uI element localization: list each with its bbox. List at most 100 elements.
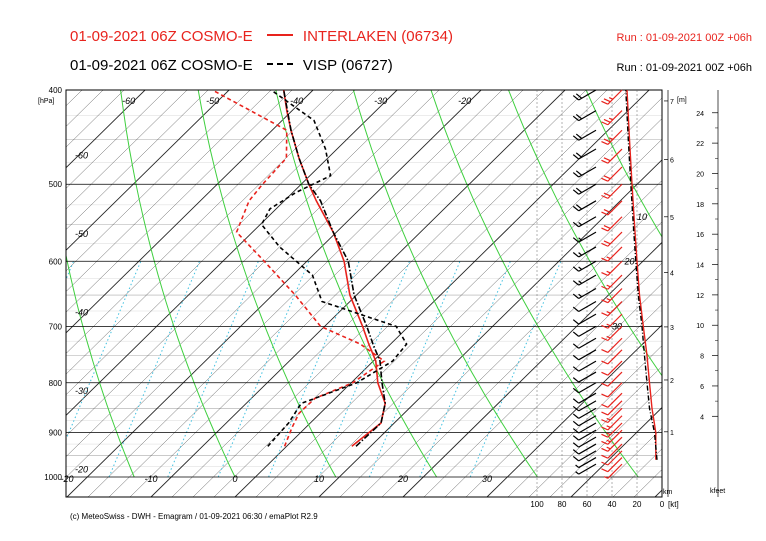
- pressure-tick-label: 700: [49, 322, 63, 331]
- visp-wind-barb-feather: [572, 366, 580, 372]
- visp-wind-barb-shaft: [578, 436, 597, 448]
- isotherm-label: -20: [458, 96, 471, 106]
- visp-wind-barb-shaft: [578, 382, 597, 394]
- plot-frame: [65, 89, 663, 498]
- isotherm-line: [66, 90, 293, 313]
- visp-wind-barb-feather: [572, 237, 580, 243]
- isotherm-line: [381, 221, 662, 497]
- interlaken-wind-barb-shaft: [607, 337, 623, 353]
- interlaken-wind-barb: [601, 183, 623, 199]
- interlaken-wind-barb-feather: [601, 371, 609, 376]
- isotherm-line: [276, 118, 662, 497]
- height-kfeet-tick-label: 6: [700, 384, 704, 391]
- visp-wind-barb-feather: [572, 420, 580, 427]
- interlaken-wind-barb-feather: [603, 224, 611, 229]
- interlaken-wind-barb-half-feather: [606, 432, 611, 436]
- footer-credit: (c) MeteoSwiss - DWH - Emagram / 01-09-2…: [70, 512, 318, 521]
- interlaken-wind-barb-feather: [601, 242, 609, 247]
- height-m-tick-label: 2: [670, 378, 674, 385]
- isotherm-line: [108, 90, 524, 497]
- height-kfeet-axis-unit: kfeet: [710, 488, 725, 495]
- visp-wind-barb-shaft: [578, 457, 597, 469]
- isotherm-line: [66, 90, 419, 437]
- visp-wind-barb-feather: [572, 449, 580, 455]
- interlaken-wind-barb-half-feather: [608, 97, 614, 100]
- interlaken-wind-barb: [601, 231, 623, 247]
- interlaken-wind-barb: [601, 148, 623, 164]
- height-kfeet-tick-label: 22: [696, 141, 704, 148]
- visp-wind-barb-feather: [572, 428, 580, 434]
- height-kfeet-tick-label: 4: [700, 414, 704, 421]
- visp-wind-barb-feather: [572, 343, 580, 349]
- isotherm-line: [423, 262, 662, 497]
- interlaken-wind-barb-half-feather: [606, 439, 611, 443]
- isotherm-line: [66, 90, 314, 334]
- visp-wind-barb-feather: [572, 280, 580, 286]
- isotherm-line: [66, 90, 356, 375]
- isotherm-line: [507, 345, 662, 497]
- wind-speed-label: 20: [624, 256, 635, 266]
- visp-wind-barb: [572, 360, 597, 372]
- visp-wind-barb: [575, 457, 597, 469]
- interlaken-wind-barb-shaft: [607, 360, 623, 376]
- visp-wind-barb-feather: [572, 293, 580, 299]
- title-visp-station: VISP (06727): [302, 57, 393, 74]
- pressure-tick-label: 600: [49, 257, 63, 266]
- visp-wind-barb-half-feather: [578, 266, 583, 270]
- visp-wind-barb: [572, 337, 597, 349]
- isotherm-label: -30: [75, 386, 88, 396]
- visp-wind-barb: [572, 429, 597, 441]
- visp-wind-barb-shaft: [578, 337, 597, 349]
- visp-wind-barb-shaft: [578, 450, 597, 462]
- interlaken-wind-barb: [601, 325, 623, 342]
- title-interlaken-station: INTERLAKEN (06734): [302, 28, 453, 45]
- visp-wind-barb-half-feather: [575, 471, 580, 475]
- height-m-axis-unit: [m]: [677, 97, 687, 104]
- visp-wind-barb-shaft: [578, 422, 597, 434]
- isotherm-line: [570, 406, 662, 497]
- height-kfeet-tick-label: 8: [700, 354, 704, 361]
- visp-wind-barb: [572, 166, 597, 178]
- visp-wind-barb-half-feather: [578, 280, 583, 284]
- isotherm-label: -20: [75, 465, 88, 475]
- isotherm-line: [528, 365, 662, 497]
- interlaken-wind-barb-feather: [601, 454, 609, 459]
- interlaken-wind-barb-feather: [601, 299, 609, 304]
- interlaken-wind-barb: [601, 400, 623, 416]
- height-kfeet-tick-label: 16: [696, 232, 704, 239]
- visp-wind-barb: [572, 349, 597, 361]
- isotherm-line: [66, 90, 230, 251]
- interlaken-wind-barb: [601, 166, 623, 182]
- visp-wind-barb-feather: [572, 398, 580, 404]
- isotherm-line: [66, 90, 167, 189]
- interlaken-wind-barb-feather: [601, 426, 609, 431]
- visp-wind-barb-shaft: [578, 429, 597, 441]
- isotherm-line: [66, 90, 146, 169]
- temperature-tick-label: 20: [397, 474, 408, 484]
- interlaken-wind-barb-feather: [601, 468, 609, 473]
- interlaken-wind-barb: [601, 246, 623, 262]
- visp-wind-barb: [572, 436, 597, 448]
- visp-wind-barb-feather: [575, 152, 583, 158]
- interlaken-wind-speed-line: [626, 89, 657, 460]
- interlaken-wind-barb-half-feather: [606, 284, 611, 288]
- visp-wind-barb: [572, 422, 597, 434]
- isotherm-line: [591, 427, 662, 497]
- interlaken-wind-barb-feather: [603, 157, 611, 162]
- interlaken-wind-barb-feather: [601, 337, 609, 342]
- height-m-tick-label: 6: [670, 158, 674, 165]
- visp-wind-barb-feather: [572, 405, 580, 412]
- interlaken-wind-barb: [601, 436, 623, 452]
- interlaken-wind-barb-half-feather: [608, 117, 614, 121]
- visp-wind-barb-half-feather: [578, 222, 583, 226]
- interlaken-wind-barb-shaft: [607, 382, 623, 398]
- interlaken-wind-barb-shaft: [607, 443, 623, 459]
- interlaken-wind-barb-feather: [601, 348, 609, 353]
- visp-wind-barb-feather: [575, 170, 583, 176]
- visp-wind-barb-feather: [572, 135, 580, 141]
- temperature-tick-label: -20: [60, 474, 73, 484]
- wind-axis-unit: [kt]: [668, 500, 679, 509]
- height-kfeet-tick-label: 10: [696, 323, 704, 330]
- isotherm-line: [66, 90, 272, 292]
